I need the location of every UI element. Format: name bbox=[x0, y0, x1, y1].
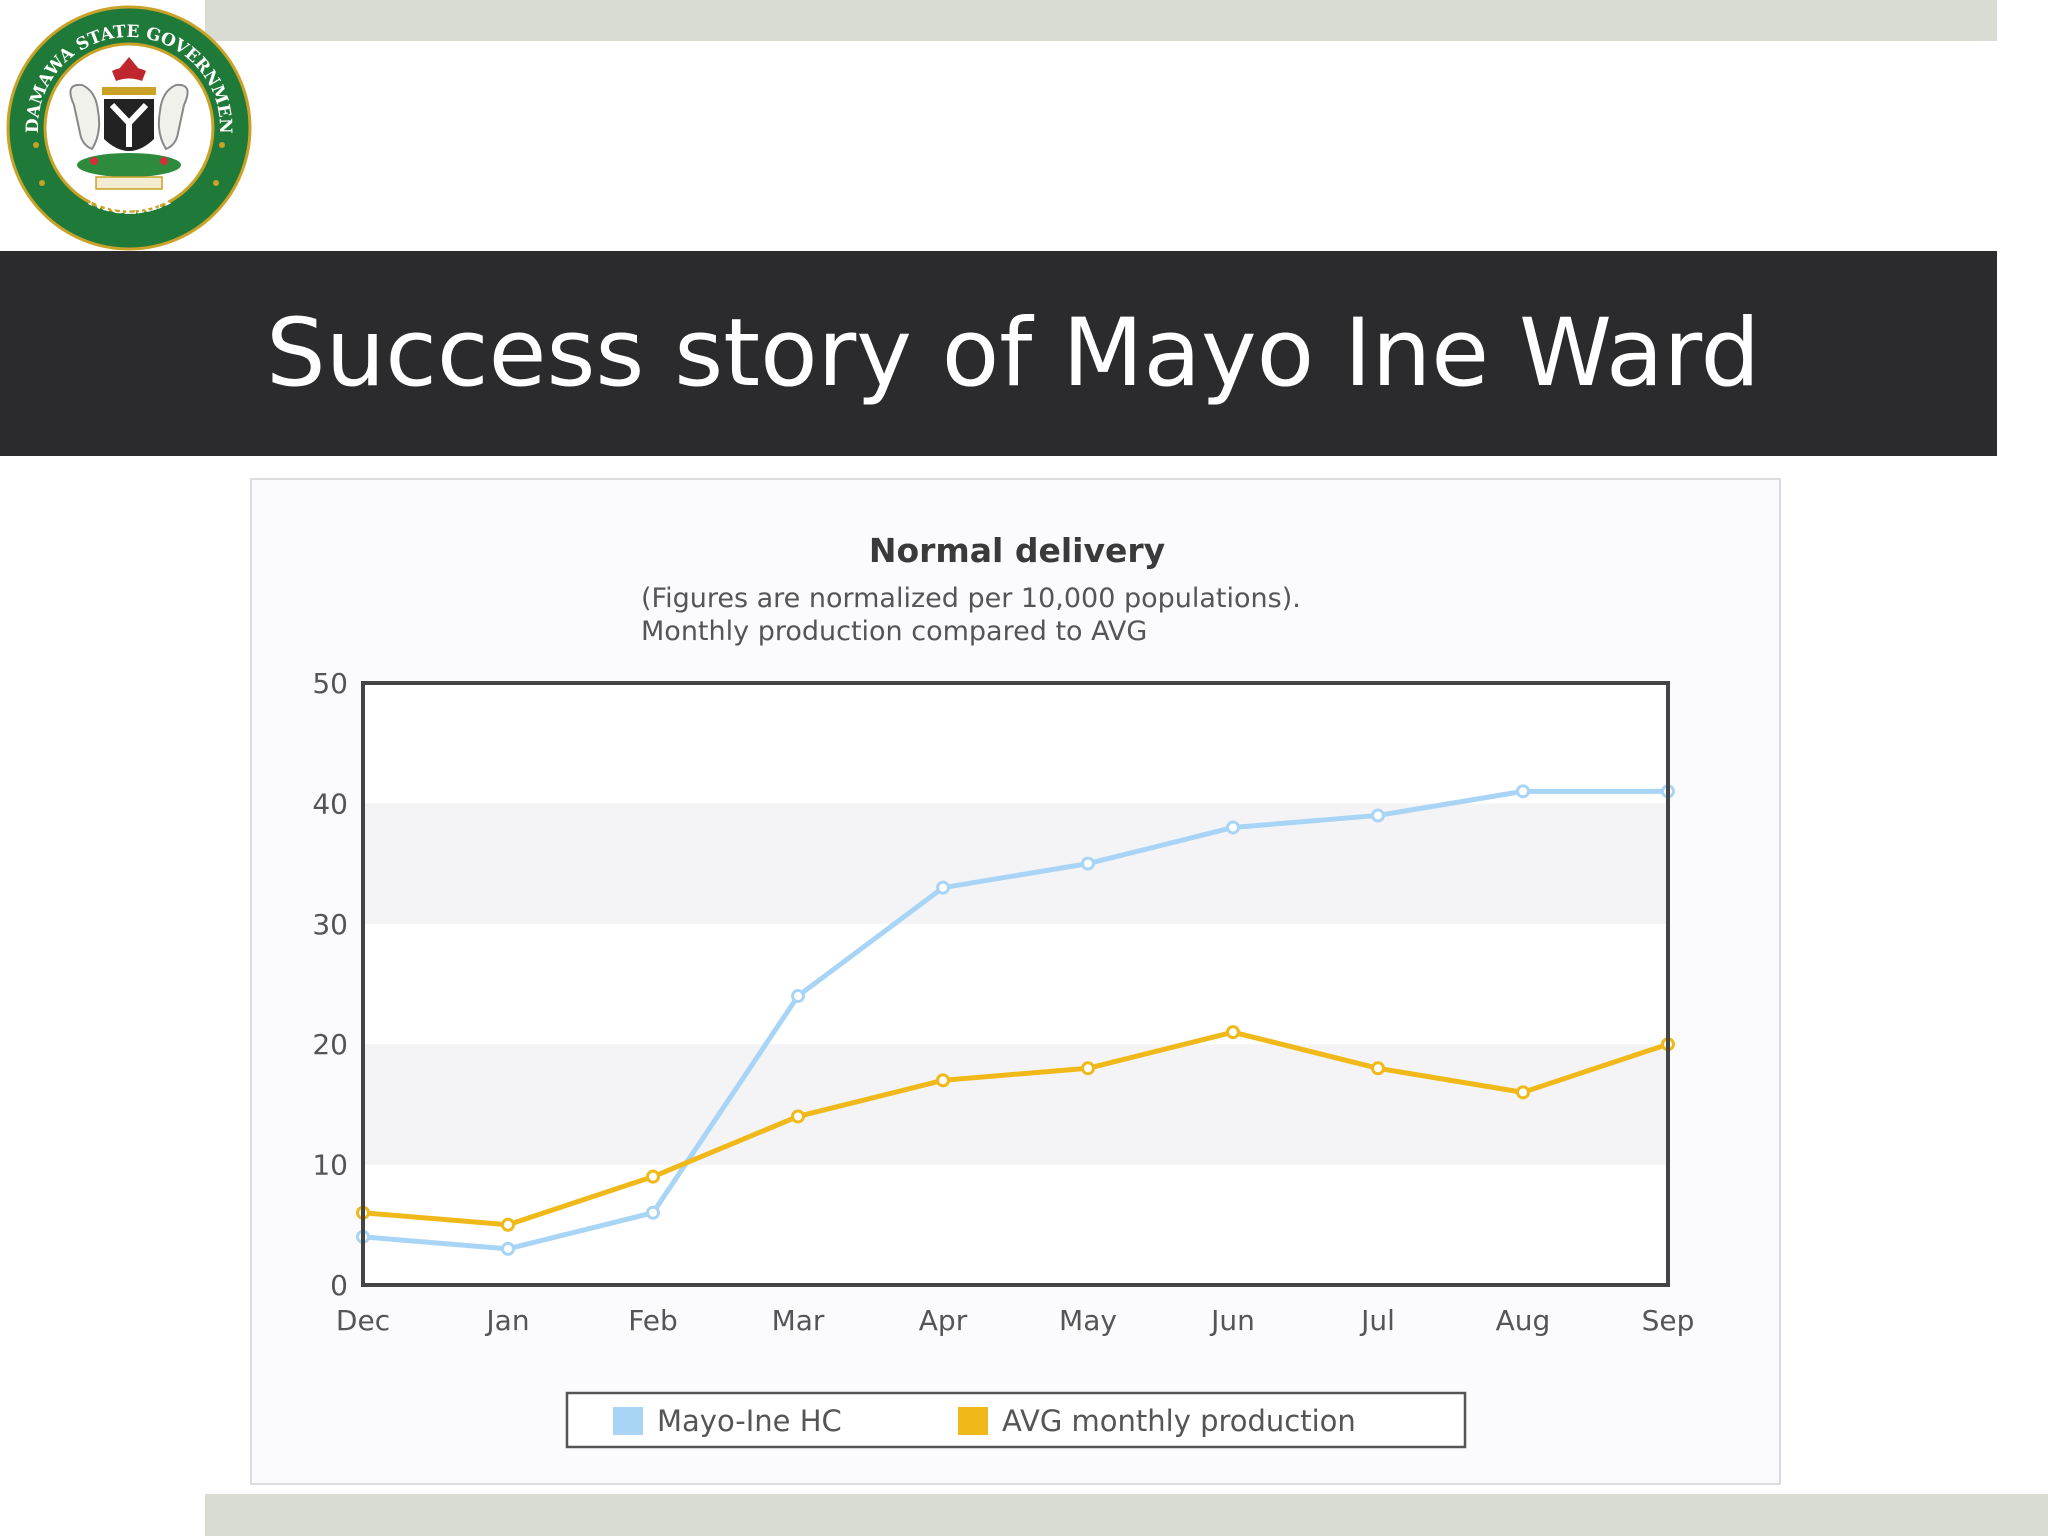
data-point bbox=[646, 1169, 660, 1184]
x-tick-label: Dec bbox=[336, 1304, 390, 1337]
x-tick-label: Mar bbox=[772, 1304, 825, 1337]
data-point bbox=[1081, 1061, 1095, 1076]
y-tick-label: 50 bbox=[312, 667, 348, 700]
data-point bbox=[936, 1073, 950, 1088]
y-tick-label: 30 bbox=[312, 908, 348, 941]
grid-band bbox=[363, 683, 1668, 804]
data-point bbox=[501, 1217, 515, 1232]
legend-swatch bbox=[613, 1407, 643, 1435]
data-point bbox=[501, 1241, 515, 1256]
data-point bbox=[1516, 784, 1530, 799]
legend-box bbox=[565, 1391, 1467, 1449]
data-point bbox=[1226, 820, 1240, 835]
data-point bbox=[1516, 1085, 1530, 1100]
chart-title: Normal delivery bbox=[869, 531, 1165, 570]
y-tick-label: 40 bbox=[312, 787, 348, 820]
data-point bbox=[936, 880, 950, 895]
legend-label: Mayo-Ine HC bbox=[657, 1404, 842, 1438]
y-tick-label: 10 bbox=[312, 1149, 348, 1182]
data-point bbox=[1371, 1061, 1385, 1076]
slide-title: Success story of Mayo Ine Ward bbox=[266, 299, 1761, 408]
grid-band bbox=[363, 803, 1668, 924]
grid-band bbox=[363, 1044, 1668, 1165]
data-point bbox=[791, 989, 805, 1004]
data-point bbox=[791, 1109, 805, 1124]
chart-frame: Normal delivery (Figures are normalized … bbox=[250, 478, 1781, 1485]
grid-band bbox=[363, 1164, 1668, 1285]
grid-band bbox=[363, 923, 1668, 1045]
chart-subtitle-line-2: Monthly production compared to AVG bbox=[641, 616, 1147, 647]
chart-subtitle-line-1: (Figures are normalized per 10,000 popul… bbox=[641, 583, 1301, 614]
legend-label: AVG monthly production bbox=[1002, 1404, 1356, 1438]
data-point bbox=[1371, 808, 1385, 823]
data-point bbox=[1081, 856, 1095, 871]
x-tick-label: Apr bbox=[919, 1304, 968, 1337]
x-tick-label: Jan bbox=[484, 1304, 529, 1337]
x-tick-label: Sep bbox=[1642, 1304, 1695, 1337]
x-tick-label: Aug bbox=[1496, 1304, 1551, 1337]
x-tick-label: Jul bbox=[1359, 1304, 1395, 1337]
x-tick-label: May bbox=[1059, 1304, 1117, 1337]
data-point bbox=[1226, 1025, 1240, 1040]
x-tick-label: Jun bbox=[1209, 1304, 1255, 1337]
series-line-mayo-ine-hc bbox=[362, 788, 1668, 1252]
series-line-avg-monthly-production bbox=[362, 1029, 1669, 1228]
normal-delivery-line-chart: Normal delivery (Figures are normalized … bbox=[312, 531, 1695, 1449]
y-tick-label: 0 bbox=[330, 1269, 348, 1302]
adamawa-state-seal-logo: ADAMAWA STATE GOVERNMENT NIGERIA bbox=[6, 5, 252, 251]
y-tick-label: 20 bbox=[312, 1028, 348, 1061]
data-point bbox=[646, 1205, 660, 1220]
slide-title-bar: Success story of Mayo Ine Ward bbox=[0, 251, 1997, 456]
plot-area-border bbox=[361, 681, 1670, 1287]
legend-swatch bbox=[958, 1407, 988, 1435]
x-tick-label: Feb bbox=[628, 1304, 678, 1337]
top-decorative-band bbox=[205, 0, 1997, 41]
bottom-decorative-band bbox=[205, 1494, 2048, 1536]
